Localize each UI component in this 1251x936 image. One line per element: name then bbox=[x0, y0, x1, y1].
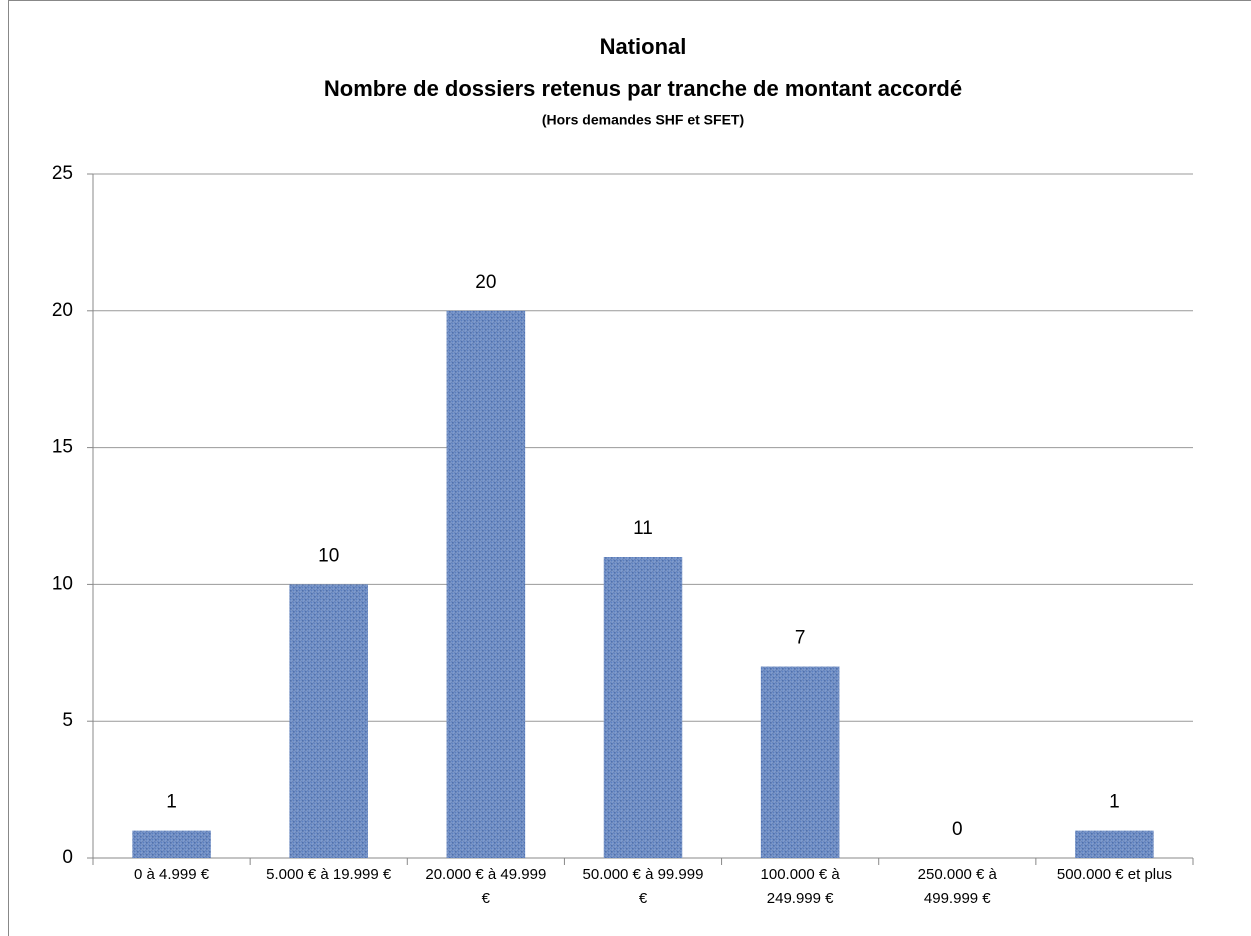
chart-subtitle: Nombre de dossiers retenus par tranche d… bbox=[324, 76, 962, 101]
x-tick-label: 20.000 € à 49.999 € bbox=[425, 866, 547, 907]
data-label: 1 bbox=[1109, 792, 1120, 813]
bar bbox=[132, 830, 211, 858]
chart-title: National bbox=[600, 34, 687, 59]
data-label: 11 bbox=[633, 518, 653, 539]
x-tick-label: 500.000 € et plus bbox=[1056, 866, 1172, 883]
y-tick-label: 25 bbox=[52, 163, 73, 184]
x-tick-label: 250.000 € à 499.999 € bbox=[917, 866, 997, 907]
bar bbox=[446, 310, 526, 858]
bar bbox=[603, 557, 683, 858]
chart-border bbox=[8, 0, 1251, 936]
y-tick-label: 20 bbox=[52, 300, 73, 321]
data-label: 1 bbox=[166, 792, 177, 813]
y-tick-label: 10 bbox=[52, 573, 73, 594]
y-tick-label: 5 bbox=[62, 710, 73, 731]
bar bbox=[760, 666, 840, 858]
data-label: 0 bbox=[952, 819, 963, 840]
bar bbox=[289, 584, 368, 858]
bar bbox=[1075, 830, 1154, 858]
y-tick-label: 0 bbox=[62, 847, 73, 868]
data-label: 20 bbox=[475, 272, 496, 293]
x-tick-label: 5.000 € à 19.999 € bbox=[266, 866, 392, 883]
x-tick-label: 50.000 € à 99.999 € bbox=[582, 866, 704, 907]
y-tick-label: 15 bbox=[52, 437, 73, 458]
x-tick-label: 0 à 4.999 € bbox=[134, 866, 210, 883]
x-tick-label: 100.000 € à 249.999 € bbox=[760, 866, 840, 907]
data-label: 7 bbox=[795, 627, 806, 648]
data-label: 10 bbox=[318, 545, 339, 566]
chart-note: (Hors demandes SHF et SFET) bbox=[542, 112, 744, 128]
